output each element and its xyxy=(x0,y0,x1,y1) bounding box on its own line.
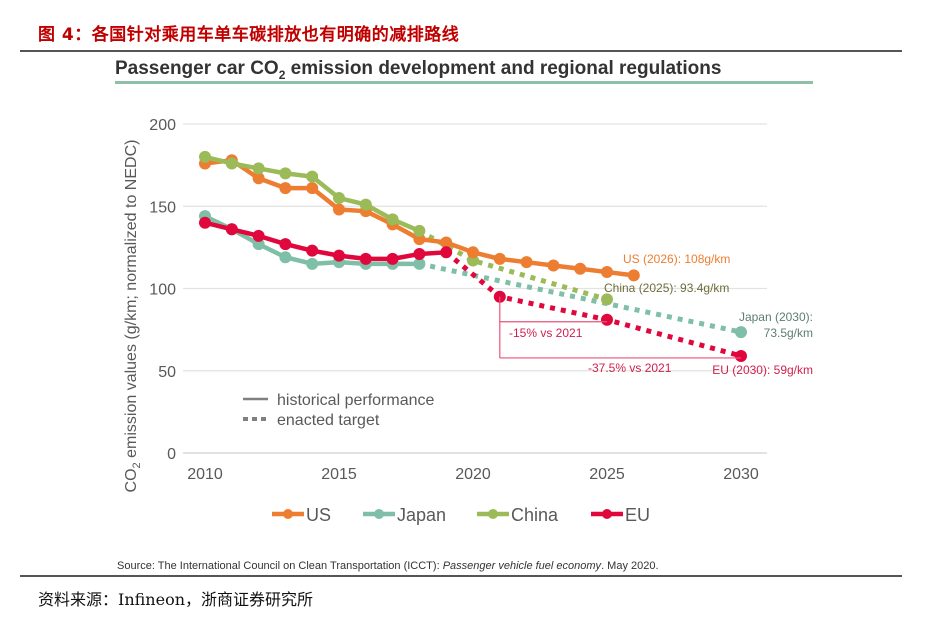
y-tick-label: 100 xyxy=(149,282,176,299)
source-title: Passenger vehicle fuel economy xyxy=(442,560,602,572)
data-point-eu xyxy=(199,216,211,229)
data-point-china xyxy=(225,157,238,170)
data-point-china xyxy=(199,150,211,163)
annotation-eu-2030: -37.5% vs 2021 xyxy=(588,361,672,375)
data-point-us xyxy=(252,172,265,185)
data-point-us xyxy=(413,233,426,246)
data-point-eu xyxy=(279,238,292,251)
y-tick-label: 50 xyxy=(158,364,176,381)
data-point-china xyxy=(333,192,345,205)
data-point-china xyxy=(386,213,399,226)
data-point-china xyxy=(359,198,372,211)
data-point-us xyxy=(547,259,560,272)
axes: 0 50 100 150 200 2010 2015 2020 2025 2030 xyxy=(149,117,759,483)
gridlines xyxy=(183,123,767,454)
data-point-us xyxy=(520,256,533,269)
y-axis-label-prefix: CO xyxy=(123,468,140,492)
y-tick-label: 0 xyxy=(167,446,176,463)
target-point-japan xyxy=(735,326,747,339)
legend-marker-eu xyxy=(602,509,612,519)
data-point-eu xyxy=(252,229,265,242)
annotation-eu-2025: -15% vs 2021 xyxy=(509,326,583,340)
top-divider xyxy=(20,50,902,52)
legend-target-label: enacted target xyxy=(277,412,380,429)
chart-title-rest: emission development and regional regula… xyxy=(285,58,722,79)
data-source: 资料来源：Infineon，浙商证券研究所 xyxy=(38,590,314,609)
data-point-us xyxy=(574,262,587,275)
bottom-divider xyxy=(20,575,902,577)
x-tick-label: 2015 xyxy=(321,466,357,483)
series-lines xyxy=(199,150,747,362)
target-line-eu xyxy=(444,250,742,359)
historical-line-eu xyxy=(204,220,447,262)
annotation-us: US (2026): 108g/km xyxy=(623,252,730,266)
line-chart: 0 50 100 150 200 2010 2015 2020 2025 2030 US (202… xyxy=(123,117,813,525)
legend-marker-us xyxy=(283,509,293,519)
data-point-japan xyxy=(413,257,426,270)
x-tick-label: 2025 xyxy=(589,466,625,483)
data-point-us xyxy=(440,236,453,249)
data-point-eu xyxy=(359,252,372,265)
chart-title-underline xyxy=(115,81,813,84)
data-point-eu xyxy=(333,249,345,262)
chart-title: Passenger car CO2 emission development a… xyxy=(115,58,721,82)
annotation-japan-line1: Japan (2030): xyxy=(739,310,813,324)
data-point-us xyxy=(467,246,479,259)
legend-marker-china xyxy=(488,509,498,519)
annotation-china: China (2025): 93.4g/km xyxy=(604,281,729,295)
data-point-eu xyxy=(440,246,453,259)
legend-label-eu: EU xyxy=(625,505,650,525)
chart-title-main: Passenger car CO xyxy=(115,58,279,79)
annotation-eu: EU (2030): 59g/km xyxy=(712,363,813,377)
data-point-eu xyxy=(225,223,238,236)
chart-title-subscript: 2 xyxy=(278,67,286,82)
x-tick-label: 2010 xyxy=(187,466,223,483)
legend-label-china: China xyxy=(511,505,559,525)
x-tick-label: 2020 xyxy=(455,466,491,483)
data-point-eu xyxy=(306,244,319,257)
data-point-us xyxy=(333,203,345,216)
target-point-china xyxy=(467,254,479,267)
data-point-japan xyxy=(306,257,319,270)
data-point-us xyxy=(493,252,506,265)
y-axis-label-subscript: 2 xyxy=(131,462,143,468)
x-tick-label: 2030 xyxy=(723,466,759,483)
target-point-china xyxy=(601,293,613,306)
legend-marker-japan xyxy=(374,509,384,519)
data-point-eu xyxy=(413,247,426,260)
y-tick-label: 200 xyxy=(149,117,176,134)
data-point-us xyxy=(306,182,319,195)
legend-historical-label: historical performance xyxy=(277,392,435,409)
target-point-eu xyxy=(735,349,747,362)
y-axis-label: CO2 emission values (g/km; normalized to… xyxy=(123,140,143,493)
data-point-china xyxy=(306,170,319,183)
data-point-china xyxy=(413,224,426,237)
annotation-japan-line2: 73.5g/km xyxy=(764,326,813,340)
annotations: US (2026): 108g/km China (2025): 93.4g/km… xyxy=(499,252,813,377)
data-point-us xyxy=(279,182,292,195)
legend-label-us: US xyxy=(306,505,331,525)
target-line-china xyxy=(418,228,608,302)
source-prefix: Source: The International Council on Cle… xyxy=(117,560,443,572)
data-point-us xyxy=(627,269,640,282)
data-point-eu xyxy=(386,252,399,265)
data-point-china xyxy=(252,162,265,175)
y-tick-label: 150 xyxy=(149,199,176,216)
target-point-eu xyxy=(601,313,613,326)
data-point-us xyxy=(601,266,613,279)
data-point-china xyxy=(279,167,292,180)
y-axis-label-rest: emission values (g/km; normalized to NED… xyxy=(123,140,140,463)
legend-label-japan: Japan xyxy=(397,505,446,525)
data-point-japan xyxy=(279,251,292,264)
source-suffix: . May 2020. xyxy=(601,560,659,572)
figure-caption: 图 4：各国针对乘用车单车碳排放也有明确的减排路线 xyxy=(38,25,460,45)
chart-source-note: Source: The International Council on Cle… xyxy=(117,560,659,572)
legend: historical performance enacted target US Ja… xyxy=(243,392,650,525)
data-point-japan xyxy=(252,238,265,251)
